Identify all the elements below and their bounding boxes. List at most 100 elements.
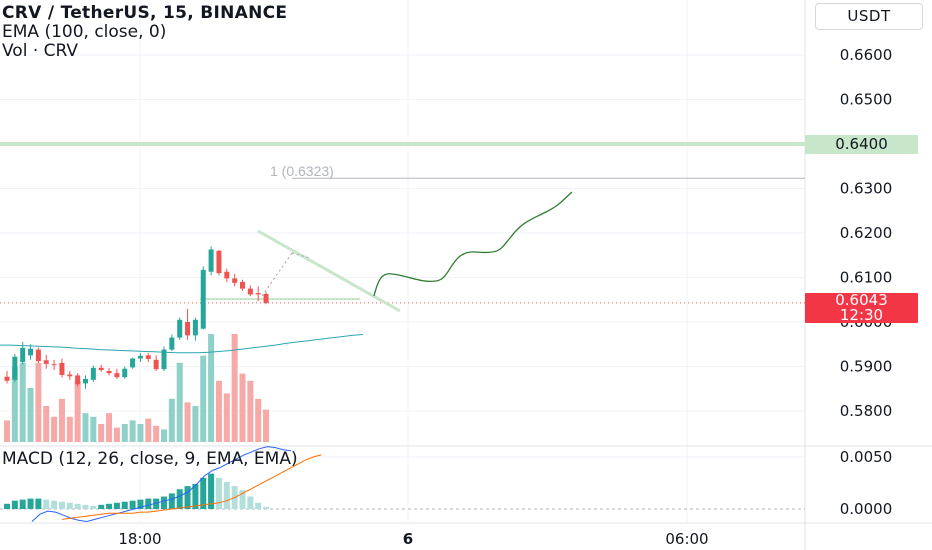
macd-histogram-bar: [11, 500, 18, 509]
macd-histogram-bar: [145, 498, 152, 509]
candle: [145, 353, 151, 363]
volume-bar: [223, 393, 230, 442]
volume-bar: [263, 409, 270, 442]
chart-legend: CRV / TetherUS, 15, BINANCE EMA (100, cl…: [2, 4, 287, 61]
candle: [216, 249, 222, 276]
candle-body: [240, 281, 245, 289]
candle-body: [90, 367, 96, 380]
volume-bar: [208, 334, 215, 442]
fib-level-label: 1 (0.6323): [270, 163, 334, 179]
volume-bar: [113, 427, 120, 442]
candle-body: [185, 322, 191, 336]
volume-bar: [137, 424, 144, 442]
candle-body: [177, 319, 183, 338]
macd-histogram-bar: [215, 477, 222, 509]
volume-legend[interactable]: Vol · CRV: [2, 41, 79, 61]
candle-body: [200, 269, 206, 329]
candle-body: [247, 288, 253, 295]
macd-histogram-bar: [192, 484, 199, 509]
candle: [75, 373, 81, 387]
volume-bar: [4, 420, 10, 442]
candle: [137, 353, 143, 363]
macd-histogram-bar: [168, 493, 175, 509]
macd-histogram-bar: [27, 498, 34, 509]
ema-line: [0, 334, 364, 354]
candle: [232, 273, 238, 287]
time-axis: 18:00 6 06:00: [118, 530, 708, 548]
time-tick-label: 06:00: [665, 530, 708, 548]
candle-body: [106, 370, 112, 374]
candle: [98, 364, 104, 372]
volume-bar: [184, 402, 191, 442]
price-tick-label: 0.5800: [840, 402, 893, 420]
macd-histogram-bar: [113, 502, 120, 509]
volume-bar: [161, 429, 167, 442]
macd-histogram-bar: [58, 501, 65, 509]
volume-bar: [145, 418, 152, 442]
target-level-line: [0, 142, 805, 146]
volume-bar: [247, 380, 254, 442]
candle: [35, 347, 41, 363]
measure-line: [291, 252, 311, 259]
ema-legend[interactable]: EMA (100, close, 0): [2, 22, 167, 42]
trend-line: [257, 229, 401, 313]
symbol-title[interactable]: CRV / TetherUS, 15, BINANCE: [2, 3, 288, 23]
macd-tick-label: 0.0000: [840, 500, 893, 518]
candle: [161, 346, 167, 371]
candle-body: [67, 374, 73, 377]
candle: [114, 368, 120, 379]
macd-histogram-bar: [208, 473, 215, 509]
volume-bar: [19, 362, 26, 442]
candlesticks: [4, 246, 269, 389]
signal-line: [61, 454, 322, 520]
candle: [200, 266, 206, 330]
volume-bar: [35, 362, 42, 442]
candle: [130, 357, 136, 369]
price-tick-label: 0.6300: [840, 180, 893, 198]
macd-histogram-bar: [255, 502, 262, 509]
candle: [90, 365, 96, 383]
candle-body: [130, 358, 136, 368]
macd-legend[interactable]: MACD (12, 26, close, 9, EMA, EMA): [2, 449, 298, 469]
macd-line: [31, 446, 292, 523]
macd-histogram-bar: [74, 503, 81, 509]
macd-histogram-bar: [263, 506, 270, 509]
target-price-badge: 0.6400: [805, 135, 918, 154]
macd-histogram-bar: [82, 504, 89, 509]
macd-histogram-bar: [153, 498, 160, 509]
currency-button[interactable]: USDT: [815, 3, 923, 30]
volume-bar: [11, 366, 18, 442]
macd-histogram-bar: [51, 500, 58, 509]
volume-bar: [192, 406, 199, 442]
candle-body: [216, 250, 222, 274]
candle: [12, 354, 18, 383]
candle: [185, 308, 191, 340]
price-axis: 0.66000.65000.63000.62000.61000.60000.59…: [840, 46, 893, 518]
price-tick-label: 0.6500: [840, 91, 893, 109]
price-tick-label: 0.6600: [840, 46, 893, 64]
macd-histogram-bar: [19, 499, 26, 509]
volume-bar: [106, 413, 113, 442]
candle-body: [255, 293, 261, 295]
volume-bar: [98, 424, 105, 442]
volume-bar: [215, 380, 222, 442]
macd-histogram-bar: [35, 498, 42, 509]
volume-bar: [82, 413, 89, 442]
macd-histogram-bar: [121, 501, 128, 509]
candle-body: [35, 349, 41, 362]
last-price-badge: 0.6043 12:30: [805, 293, 918, 323]
macd-histogram-bar: [200, 477, 207, 509]
candle-body: [4, 376, 10, 381]
candle-body: [28, 348, 34, 356]
candle: [106, 367, 112, 376]
candle: [28, 344, 34, 360]
candle-body: [192, 319, 198, 336]
macd-histogram-bar: [4, 503, 10, 509]
candle-body: [114, 373, 120, 378]
bar-countdown: 12:30: [839, 306, 884, 324]
candle: [153, 355, 159, 371]
volume-bars: [4, 334, 270, 442]
chart-overlays: [0, 142, 805, 313]
candle: [255, 286, 261, 302]
